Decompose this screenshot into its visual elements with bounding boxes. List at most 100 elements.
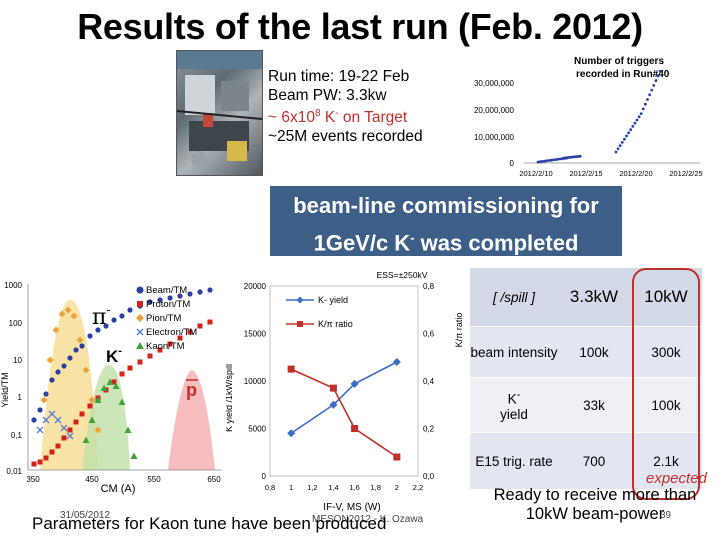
kyield-point <box>329 400 338 409</box>
kaon-peak-region <box>82 364 130 470</box>
pion-point <box>58 310 66 318</box>
kyield-xtick: 1 <box>289 483 293 492</box>
page-number: 39 <box>660 510 672 521</box>
trigger-point <box>625 134 628 138</box>
proton-point <box>55 443 61 449</box>
beam-point <box>177 293 183 299</box>
table-header-33kw: 3.3kW <box>558 268 630 327</box>
table-row: beam intensity 100k 300k <box>470 326 702 378</box>
trigger-point <box>578 154 582 158</box>
kyield-ytick-right: 0,8 <box>423 282 435 291</box>
row-label-yield: yield <box>500 407 528 423</box>
pion-label-sup: - <box>106 303 110 317</box>
pion-label: π- <box>92 303 111 330</box>
proton-point <box>137 359 143 365</box>
pion-point <box>52 326 60 334</box>
trigger-point <box>654 79 658 83</box>
commission-line-1: beam-line commissioning for <box>293 193 599 218</box>
run-time: Run time: 19-22 Feb <box>268 68 410 85</box>
beamline-photo <box>176 50 263 176</box>
trigger-point <box>623 137 626 141</box>
proton-label: p <box>186 380 197 400</box>
beam-point <box>37 407 43 413</box>
yield-ytick: 0,1 <box>11 431 23 440</box>
kyield-ylabel-left: K yield /1kW/spill <box>226 364 234 432</box>
kpi-point <box>351 425 359 432</box>
pion-point <box>70 312 78 320</box>
commission-line-2-sup: - <box>410 230 415 245</box>
ready-statement: Ready to receive more than 10kW beam-pow… <box>470 486 720 524</box>
trigger-point <box>656 74 660 78</box>
trigger-point <box>536 160 540 164</box>
kyield-ytick-right: 0,4 <box>423 377 435 386</box>
kaon-label-sup: - <box>118 345 122 357</box>
trigger-point <box>658 69 662 73</box>
proton-point <box>87 403 93 409</box>
kyield-xtick: 0,8 <box>265 483 275 492</box>
beam-point <box>127 307 133 313</box>
legend-electron: Electron/TM <box>146 327 197 338</box>
proton-point <box>167 341 173 347</box>
yield-ytick: 1 <box>18 393 23 402</box>
proton-point <box>207 319 213 325</box>
triggers-title-2: recorded in Run#40 <box>576 69 670 80</box>
legend-proton: Proton/TM <box>146 299 190 310</box>
proton-point <box>49 449 55 455</box>
row-value-10kw: 300k <box>630 326 702 378</box>
row-value-33kw: 100k <box>558 326 630 378</box>
kaon-point <box>82 436 90 443</box>
kyield-xtick: 2 <box>395 483 399 492</box>
row-label: K- yield <box>470 377 558 433</box>
beam-point <box>31 417 37 423</box>
yield-xtick: 350 <box>26 475 40 484</box>
kaon-point <box>88 416 96 423</box>
trigger-point <box>538 160 542 164</box>
triggers-title-1: Number of triggers <box>574 56 664 67</box>
yield-chart: 1000 100 10 1 0,1 0,01 Yield/TM 350 450 … <box>0 281 222 495</box>
beam-point <box>147 299 153 305</box>
triggers-ytick: 20,000,000 <box>474 106 515 115</box>
table-header-10kw: 10kW <box>630 268 702 500</box>
beam-point <box>49 377 55 383</box>
trigger-point <box>633 121 637 125</box>
triggers-ytick: 30,000,000 <box>474 79 515 88</box>
table-row: K- yield 33k 100k <box>470 377 702 433</box>
trigger-point <box>543 159 546 163</box>
trigger-point <box>614 150 618 154</box>
pion-point <box>64 306 72 314</box>
kyield-xtick: 1,4 <box>328 483 338 492</box>
trigger-point <box>648 93 651 97</box>
kaons-prefix: ~ 6x10 <box>268 109 315 127</box>
kyield-point <box>392 358 401 366</box>
legend-pion: Pion/TM <box>146 313 181 324</box>
legend-kyield: K- yield <box>318 295 348 305</box>
pion-point <box>76 336 84 344</box>
trigger-point <box>558 157 562 161</box>
row-label: beam intensity <box>470 326 558 378</box>
kaons-suffix: on Target <box>338 109 408 127</box>
table-row: E15 trig. rate 700 2.1k <box>470 432 702 490</box>
ess-label: ESS=±250kV <box>377 270 428 280</box>
trigger-point <box>650 88 654 92</box>
yield-ytick: 100 <box>9 319 23 328</box>
yield-ytick: 10 <box>13 356 22 365</box>
beam-power-table: [ /spill ] 3.3kW 10kW beam intensity 100… <box>470 268 702 500</box>
proton-point <box>147 353 153 359</box>
kyield-ytick-right: 0,0 <box>423 472 435 481</box>
kpi-point <box>287 365 295 373</box>
trigger-point <box>549 158 553 162</box>
kyield-xtick: 1,2 <box>307 483 317 492</box>
run-info: Run time: 19-22 Feb Beam PW: 3.3kw ~ 6x1… <box>268 68 423 146</box>
electron-point <box>66 432 74 440</box>
legend-kaon: Kaon/TM <box>146 341 185 352</box>
beam-point <box>103 323 109 329</box>
kyield-ytick-left: 15000 <box>244 330 267 339</box>
trigger-point <box>554 158 557 161</box>
commission-line-2-a: 1GeV/c K <box>313 230 411 256</box>
commission-banner: beam-line commissioning for 1GeV/c K- wa… <box>270 186 622 256</box>
params-statement: Parameters for Kaon tune have been produ… <box>32 514 387 533</box>
pion-peak-region <box>40 299 98 470</box>
yield-xlabel: CM (A) <box>101 483 136 495</box>
photo-illustration <box>177 51 262 167</box>
footer-date: 31/05/2012 <box>60 510 111 521</box>
